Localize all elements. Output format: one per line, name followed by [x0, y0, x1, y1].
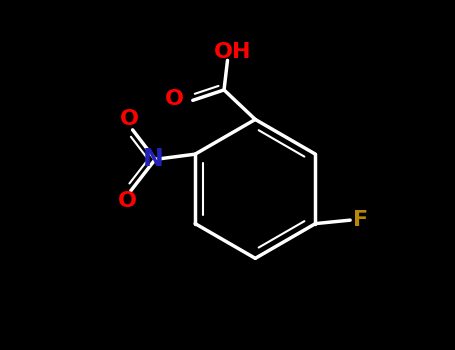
Text: F: F [353, 210, 368, 230]
Text: O: O [165, 89, 184, 108]
Text: O: O [120, 110, 139, 130]
Text: O: O [118, 191, 137, 211]
Text: OH: OH [214, 42, 252, 62]
Text: N: N [143, 147, 164, 172]
